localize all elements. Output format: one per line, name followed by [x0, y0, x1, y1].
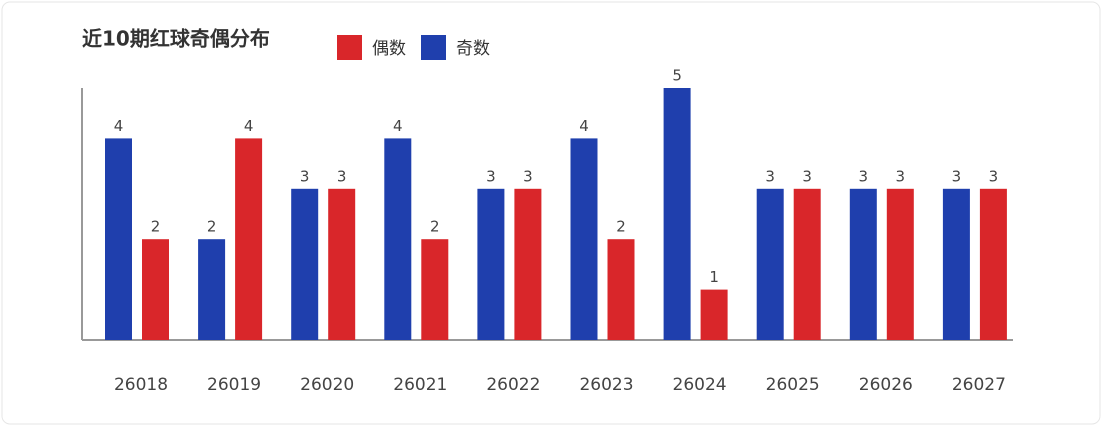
bar — [477, 188, 505, 340]
x-tick-label: 26019 — [207, 375, 261, 395]
x-tick-label: 26018 — [114, 375, 168, 395]
x-tick-label: 26024 — [673, 375, 727, 395]
data-label: 3 — [859, 167, 869, 185]
data-label: 3 — [486, 167, 496, 185]
data-label: 2 — [616, 218, 626, 236]
x-tick-label: 26025 — [766, 375, 820, 395]
bar — [514, 188, 542, 340]
data-label: 1 — [709, 268, 719, 286]
data-label: 3 — [896, 167, 906, 185]
x-tick-label: 26027 — [952, 375, 1006, 395]
legend-label: 奇数 — [456, 39, 490, 59]
x-tick-label: 26026 — [859, 375, 913, 395]
bar — [235, 138, 263, 340]
data-label: 3 — [802, 167, 812, 185]
legend-swatch — [337, 35, 362, 60]
data-label: 4 — [244, 117, 254, 135]
data-label: 4 — [393, 117, 403, 135]
bar — [384, 138, 412, 340]
data-label: 4 — [114, 117, 124, 135]
bar — [105, 138, 132, 340]
bar — [291, 188, 319, 340]
chart-title: 近10期红球奇偶分布 — [82, 27, 270, 51]
data-label: 2 — [207, 218, 217, 236]
legend-label: 偶数 — [372, 39, 406, 59]
bar — [570, 138, 598, 340]
bar — [700, 289, 728, 340]
x-tick-label: 26021 — [393, 375, 447, 395]
bar — [793, 188, 821, 340]
bar — [942, 188, 970, 340]
data-label: 5 — [672, 67, 682, 85]
x-tick-label: 26020 — [300, 375, 354, 395]
data-label: 3 — [337, 167, 347, 185]
data-label: 4 — [579, 117, 589, 135]
data-label: 3 — [989, 167, 999, 185]
bar — [979, 188, 1007, 340]
data-label: 3 — [523, 167, 533, 185]
bar — [142, 239, 169, 340]
bar — [756, 188, 784, 340]
data-label: 2 — [151, 218, 161, 236]
bar — [663, 88, 691, 340]
data-label: 2 — [430, 218, 440, 236]
bar — [328, 188, 356, 340]
bar — [198, 239, 226, 340]
bar — [886, 188, 914, 340]
bar — [607, 239, 635, 340]
legend-swatch — [421, 35, 446, 60]
bar — [421, 239, 449, 340]
data-label: 3 — [765, 167, 775, 185]
data-label: 3 — [300, 167, 310, 185]
x-tick-label: 26023 — [579, 375, 633, 395]
bar — [849, 188, 877, 340]
data-label: 3 — [952, 167, 962, 185]
x-tick-label: 26022 — [486, 375, 540, 395]
